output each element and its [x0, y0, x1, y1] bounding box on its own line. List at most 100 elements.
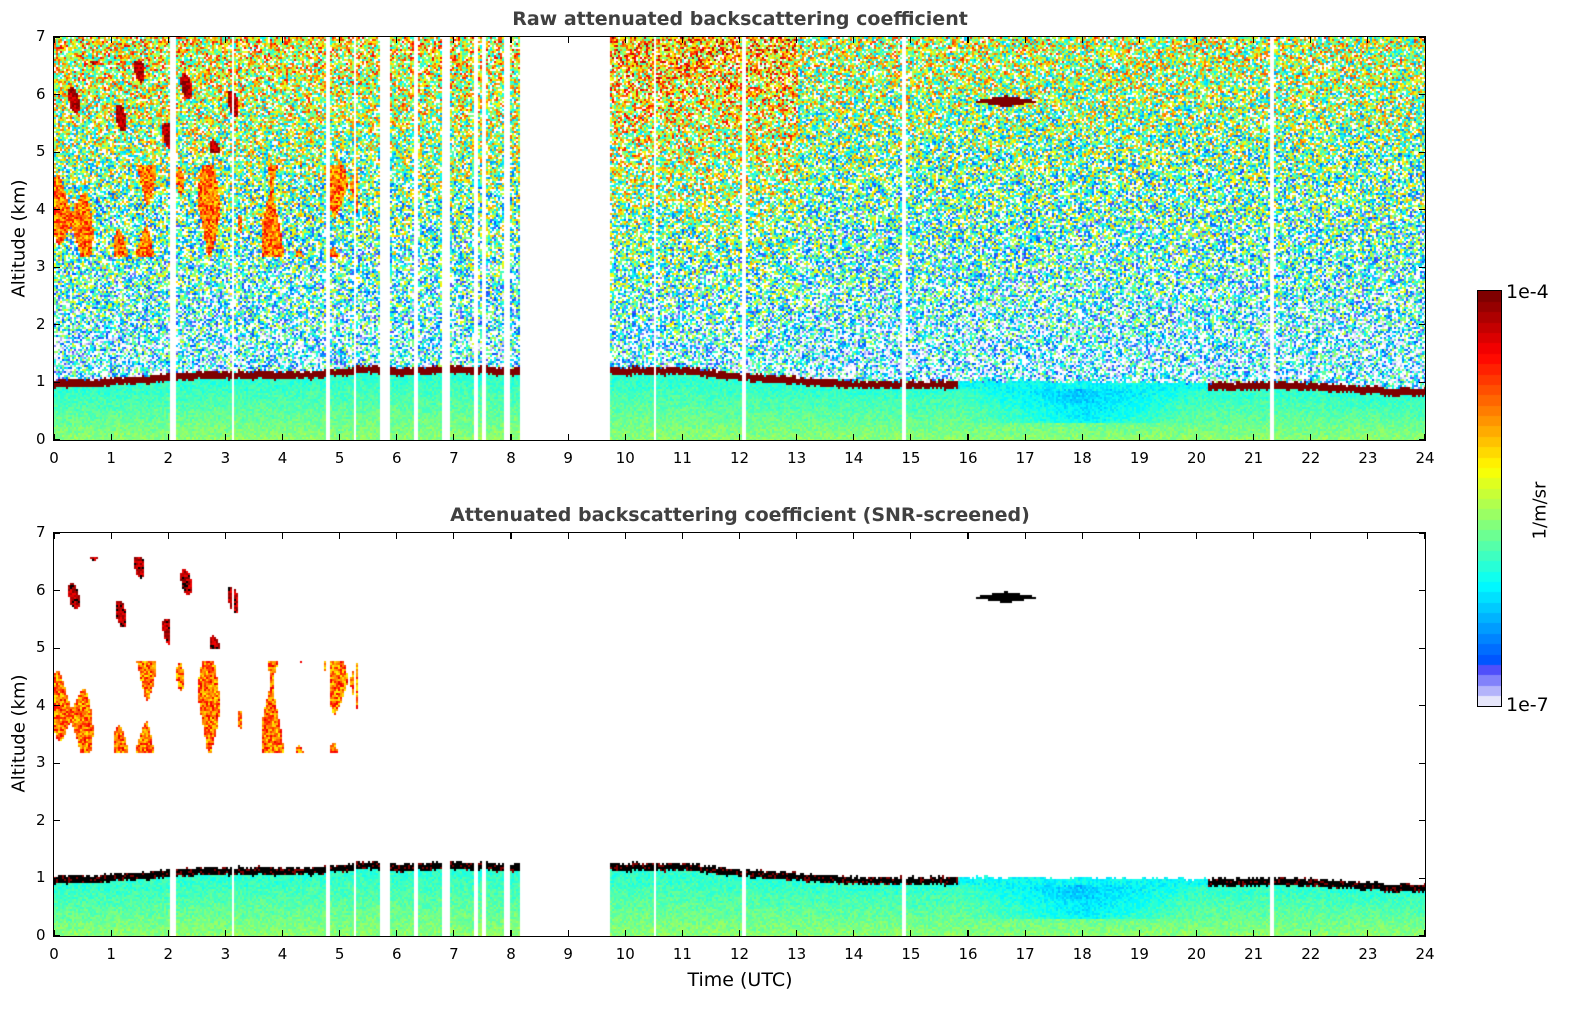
x-tick-label: 10 — [615, 449, 635, 467]
y-tick — [54, 36, 60, 38]
y-tick — [1419, 266, 1425, 268]
x-tick-label: 11 — [672, 945, 692, 963]
y-tick — [54, 820, 60, 822]
x-tick-label: 23 — [1358, 945, 1378, 963]
x-tick — [681, 434, 683, 440]
top-panel-ylabel: Altitude (km) — [8, 179, 30, 298]
bottom-panel-title: Attenuated backscattering coefficient (S… — [450, 504, 1030, 526]
x-tick — [1081, 930, 1083, 936]
x-tick — [510, 533, 512, 539]
y-tick — [54, 935, 60, 937]
x-tick-label: 20 — [1186, 449, 1207, 467]
x-tick — [510, 37, 512, 43]
x-tick — [681, 37, 683, 43]
x-tick-label: 2 — [163, 449, 174, 467]
y-tick — [1419, 820, 1425, 822]
x-tick — [1024, 434, 1026, 440]
x-tick-label: 24 — [1415, 945, 1435, 963]
x-tick-label: 3 — [220, 945, 231, 963]
x-tick — [339, 37, 341, 43]
x-tick-label: 16 — [958, 449, 978, 467]
x-tick — [738, 930, 741, 936]
x-tick — [396, 37, 398, 43]
x-tick — [1138, 533, 1140, 539]
x-tick — [396, 930, 398, 936]
x-tick-label: 4 — [277, 945, 288, 963]
x-tick — [510, 434, 512, 440]
x-tick — [1081, 37, 1083, 43]
x-tick — [110, 930, 112, 936]
y-tick — [54, 324, 60, 326]
x-tick — [396, 533, 398, 539]
y-tick — [1419, 209, 1425, 211]
x-tick-label: 11 — [672, 449, 692, 467]
x-tick-label: 1 — [106, 449, 116, 467]
x-tick — [1367, 434, 1369, 440]
x-tick — [853, 37, 855, 43]
x-tick-label: 15 — [901, 945, 921, 963]
bottom-panel-ylabel: Altitude (km) — [8, 674, 30, 793]
x-tick — [339, 930, 341, 936]
y-tick-label: 5 — [36, 142, 46, 161]
x-tick — [1081, 434, 1083, 440]
x-tick-label: 8 — [506, 945, 516, 963]
x-tick — [681, 930, 683, 936]
x-tick — [1024, 37, 1026, 43]
x-tick — [624, 434, 626, 440]
x-tick-label: 13 — [787, 945, 807, 963]
top-panel-title: Raw attenuated backscattering coefficien… — [512, 8, 968, 30]
x-tick — [1138, 37, 1140, 43]
y-tick — [1419, 36, 1425, 38]
x-tick-label: 17 — [1015, 945, 1035, 963]
x-tick-label: 9 — [563, 449, 573, 467]
x-tick — [281, 930, 284, 936]
x-tick-label: 2 — [163, 945, 174, 963]
x-tick-label: 19 — [1129, 945, 1149, 963]
y-tick — [1419, 705, 1425, 707]
x-tick — [110, 37, 112, 43]
x-tick — [1424, 533, 1426, 539]
y-tick — [1419, 439, 1425, 441]
x-tick — [1195, 930, 1198, 936]
x-tick-label: 1 — [106, 945, 116, 963]
x-tick — [1253, 533, 1255, 539]
x-tick — [224, 930, 226, 936]
x-tick — [738, 434, 741, 440]
x-tick-label: 0 — [49, 945, 59, 963]
x-tick — [1253, 434, 1255, 440]
x-tick — [1253, 37, 1255, 43]
y-tick — [1419, 381, 1425, 384]
x-tick — [624, 37, 626, 43]
x-tick-label: 21 — [1244, 449, 1264, 467]
x-tick — [967, 533, 969, 539]
y-tick — [1419, 93, 1425, 96]
y-tick-label: 6 — [36, 84, 46, 103]
y-tick — [54, 151, 60, 153]
x-tick — [396, 434, 398, 440]
colorbar-max-label: 1e-4 — [1506, 281, 1549, 303]
x-tick — [224, 37, 226, 43]
x-tick — [796, 37, 798, 43]
y-tick — [54, 705, 60, 707]
x-tick — [1367, 533, 1369, 539]
x-tick — [910, 930, 912, 936]
x-tick — [1367, 37, 1369, 43]
y-tick — [54, 589, 60, 592]
x-tick — [1310, 37, 1312, 43]
y-tick — [54, 93, 60, 96]
x-tick — [910, 37, 912, 43]
x-tick — [853, 930, 855, 936]
x-tick-label: 12 — [729, 449, 750, 467]
x-tick — [796, 533, 798, 539]
x-tick-label: 22 — [1301, 945, 1321, 963]
x-tick-label: 21 — [1244, 945, 1264, 963]
y-tick — [54, 762, 60, 764]
y-tick-label: 4 — [36, 695, 46, 714]
x-tick-label: 18 — [1072, 449, 1092, 467]
x-tick — [1195, 37, 1198, 43]
x-tick — [224, 434, 226, 440]
y-tick-label: 0 — [36, 430, 46, 448]
x-tick-label: 6 — [391, 945, 402, 963]
x-tick — [339, 434, 341, 440]
x-tick — [967, 37, 969, 43]
